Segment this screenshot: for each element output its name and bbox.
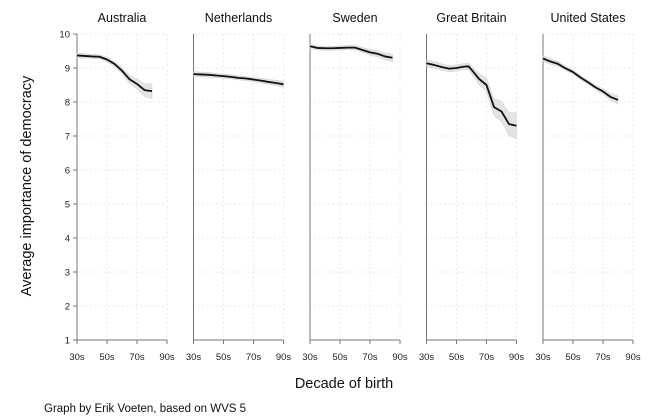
x-tick-label: 70s [246,352,262,363]
series-line [193,73,284,86]
y-tick-label: 10 [59,30,70,41]
panel-title: United States [550,11,625,25]
panels-layer: 1 2 3 4 5 6 7 8 9 10 30s 50s 70s 90s Australia 30s 50s 70… [59,11,640,363]
confidence-band [309,43,393,62]
y-tick-label: 6 [65,166,70,177]
y-tick-label: 4 [65,234,70,245]
y-axis-title: Average importance of democracy [19,75,35,296]
x-tick-label: 30s [419,352,435,363]
x-tick-label: 30s [535,352,551,363]
panel-netherlands: 30s 50s 70s 90s Netherlands [186,11,292,363]
y-tick-label: 2 [65,302,70,313]
panel-australia: 1 2 3 4 5 6 7 8 9 10 30s 50s 70s 90s Australia [59,11,174,363]
x-tick-label: 70s [595,352,611,363]
series-line [309,45,393,59]
panel-great-britain: 30s 50s 70s 90s Great Britain [419,11,525,363]
confidence-band [426,59,517,140]
x-tick-label: 70s [362,352,378,363]
series-line [76,54,153,93]
source-note: Graph by Erik Voeten, based on WVS 5 [44,403,246,415]
panel-title: Sweden [332,11,377,25]
x-tick-label: 50s [99,352,115,363]
y-tick-label: 1 [65,336,70,347]
y-tick-label: 5 [65,200,70,211]
x-tick-label: 30s [302,352,318,363]
x-tick-label: 90s [625,352,641,363]
x-tick-label: 50s [332,352,348,363]
x-axis-title: Decade of birth [295,376,393,392]
y-tick-label: 9 [65,64,70,75]
confidence-band [542,55,619,105]
x-tick-label: 50s [565,352,581,363]
y-tick-label: 3 [65,268,70,279]
x-tick-label: 70s [479,352,495,363]
x-tick-label: 70s [129,352,145,363]
x-tick-label: 30s [69,352,85,363]
x-tick-label: 30s [186,352,202,363]
y-tick-label: 7 [65,132,70,143]
y-tick-label: 8 [65,98,70,109]
x-tick-label: 50s [449,352,465,363]
series-line [426,62,517,127]
confidence-band [76,52,153,99]
confidence-band [193,71,284,88]
x-tick-label: 90s [392,352,408,363]
x-tick-label: 50s [216,352,232,363]
panel-title: Netherlands [205,11,272,25]
x-tick-label: 90s [509,352,525,363]
x-tick-label: 90s [276,352,292,363]
panel-title: Australia [98,11,147,25]
panel-united-states: 30s 50s 70s 90s United States [535,11,641,363]
series-line [542,57,619,101]
panel-sweden: 30s 50s 70s 90s Sweden [302,11,408,363]
x-tick-label: 90s [159,352,175,363]
panel-title: Great Britain [436,11,506,25]
